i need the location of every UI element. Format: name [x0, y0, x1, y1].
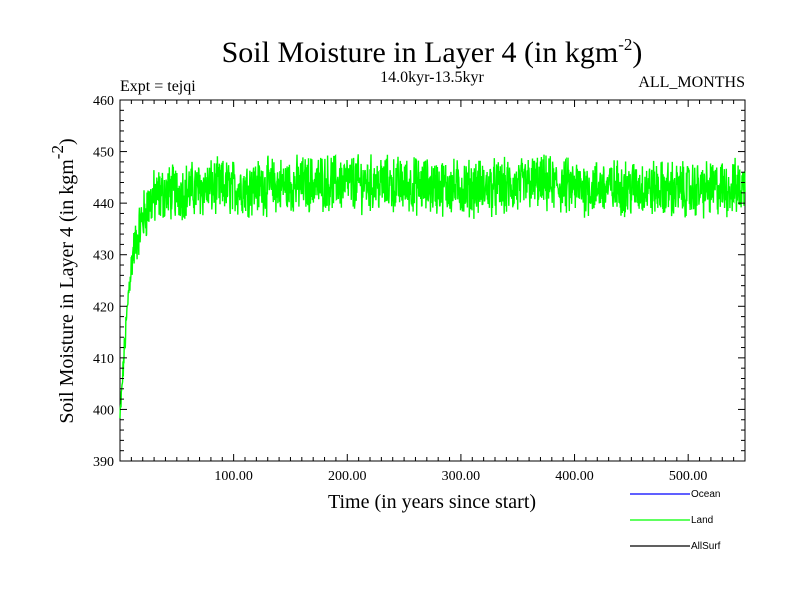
x-tick-label: 200.00 [328, 469, 367, 484]
series-line-land [119, 153, 746, 419]
plot-area [119, 153, 746, 419]
y-axis-label: Soil Moisture in Layer 4 (in kgm-2) [48, 138, 78, 423]
y-tick-label: 390 [93, 455, 114, 470]
legend-label-ocean: Ocean [691, 489, 720, 500]
legend-label-land: Land [691, 515, 713, 526]
x-tick-label: 100.00 [214, 469, 253, 484]
experiment-label: Expt = tejqi [120, 78, 196, 95]
x-tick-label: 400.00 [555, 469, 594, 484]
y-tick-label: 400 [93, 403, 114, 418]
plot-frame [119, 99, 746, 462]
axis-ticks: 390 400 410 420 430 440 450 460 100.00 200.00 300.… [93, 94, 746, 484]
x-tick-label: 500.00 [669, 469, 708, 484]
y-tick-label: 430 [93, 249, 114, 264]
y-tick-label: 420 [93, 300, 114, 315]
season-label: ALL_MONTHS [638, 74, 745, 91]
y-tick-label: 410 [93, 352, 114, 367]
legend-label-allsurf: AllSurf [691, 541, 721, 552]
legend: Ocean Land AllSurf [630, 489, 721, 552]
y-tick-label: 460 [93, 94, 114, 109]
x-axis-label: Time (in years since start) [328, 491, 536, 513]
period-label: 14.0kyr-13.5kyr [380, 69, 484, 86]
y-tick-label: 440 [93, 197, 114, 212]
x-tick-label: 300.00 [442, 469, 481, 484]
y-tick-label: 450 [93, 146, 114, 161]
chart-title: Soil Moisture in Layer 4 (in kgm-2) [222, 35, 643, 69]
